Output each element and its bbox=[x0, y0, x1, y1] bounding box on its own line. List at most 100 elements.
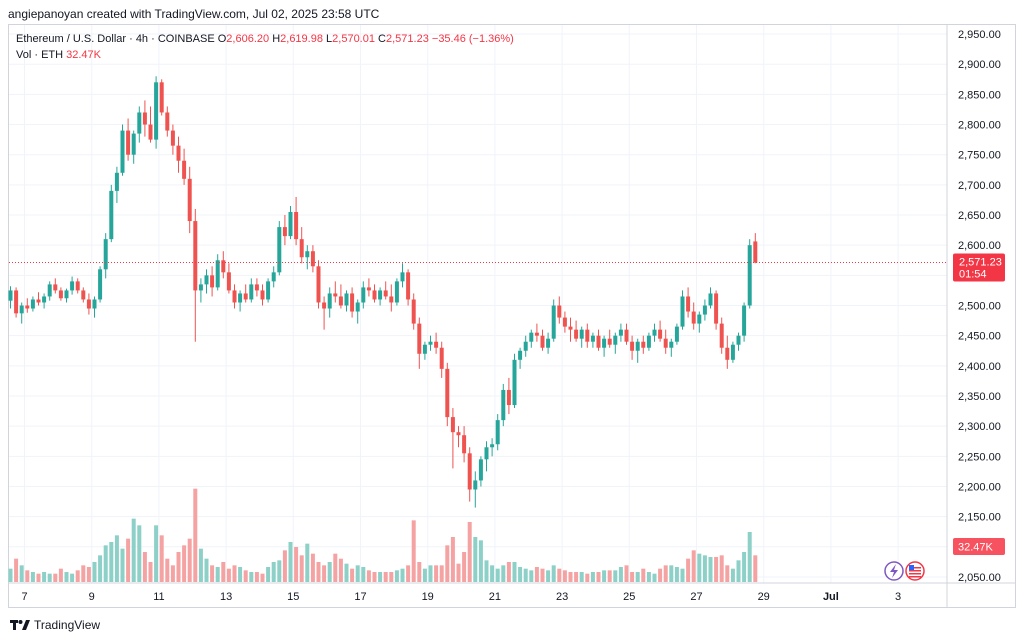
price-tick-label: 2,700.00 bbox=[958, 180, 1001, 192]
candle-body bbox=[109, 190, 114, 240]
candle-body bbox=[658, 329, 663, 339]
candle-body bbox=[221, 260, 226, 273]
volume-bar bbox=[714, 557, 719, 582]
candle-body bbox=[529, 332, 534, 342]
candle-body bbox=[86, 299, 91, 309]
price-tick-label: 2,650.00 bbox=[958, 210, 1001, 222]
volume-bar bbox=[562, 570, 567, 582]
volume-bar bbox=[316, 562, 321, 582]
volume-bar bbox=[176, 552, 181, 582]
volume-bar bbox=[249, 572, 254, 582]
volume-bar bbox=[383, 572, 388, 582]
axis-icons bbox=[884, 561, 925, 581]
volume-bar bbox=[630, 572, 635, 582]
volume-bar bbox=[719, 555, 724, 582]
lightning-icon-glyph bbox=[890, 564, 898, 578]
volume-bar bbox=[663, 565, 668, 582]
candle-body bbox=[411, 299, 416, 324]
time-tick-label: 25 bbox=[623, 591, 635, 603]
volume-bar bbox=[86, 567, 91, 582]
time-tick-label: 3 bbox=[895, 591, 901, 603]
close-key: C bbox=[378, 33, 386, 45]
volume-bar bbox=[310, 553, 315, 582]
volume-bar bbox=[165, 558, 170, 582]
volume-bar bbox=[406, 565, 411, 582]
candlesticks bbox=[8, 76, 758, 508]
volume-bar bbox=[389, 572, 394, 582]
candle-body bbox=[501, 389, 506, 421]
candle-body bbox=[36, 299, 41, 303]
price-tag bbox=[953, 253, 1005, 282]
volume-bar bbox=[344, 563, 349, 582]
volume-bar bbox=[736, 560, 741, 582]
volume-bar bbox=[193, 488, 198, 582]
candle-body bbox=[484, 447, 489, 460]
candle-body bbox=[64, 290, 69, 299]
volume-bar bbox=[428, 565, 433, 582]
volume-bar bbox=[523, 568, 528, 582]
candle-body bbox=[154, 82, 159, 140]
volume-bar bbox=[490, 565, 495, 582]
volume-bar bbox=[607, 570, 612, 582]
candle-body bbox=[238, 293, 243, 303]
candle-body bbox=[574, 329, 579, 339]
volume-bar bbox=[747, 532, 752, 582]
volume-bar bbox=[506, 562, 511, 582]
volume-bar bbox=[366, 570, 371, 582]
candle-body bbox=[148, 124, 153, 140]
volume-bar bbox=[338, 558, 343, 582]
price-tick-label: 2,350.00 bbox=[958, 391, 1001, 403]
candle-body bbox=[137, 112, 142, 134]
volume-bar bbox=[137, 525, 142, 582]
volume-bar bbox=[277, 560, 282, 582]
candle-body bbox=[249, 284, 254, 300]
candle-body bbox=[490, 444, 495, 448]
volume-bar bbox=[434, 565, 439, 582]
volume-bar bbox=[75, 570, 80, 582]
candle-body bbox=[372, 290, 377, 300]
volume-bar bbox=[484, 560, 489, 582]
candle-body bbox=[585, 329, 590, 342]
volume-bar bbox=[445, 545, 450, 582]
candle-body bbox=[322, 302, 327, 309]
change-value: −35.46 (−1.36%) bbox=[431, 33, 514, 45]
candle-body bbox=[450, 417, 455, 433]
candle-body bbox=[389, 296, 394, 303]
price-tick-label: 2,400.00 bbox=[958, 361, 1001, 373]
candle-body bbox=[182, 160, 187, 179]
volume-bar bbox=[467, 522, 472, 582]
volume-bar bbox=[204, 558, 209, 582]
candle-body bbox=[14, 290, 19, 314]
price-axis: 2,950.00 2,900.00 2,850.00 2,800.00 2,750.00… bbox=[946, 25, 1001, 608]
time-tick-label: 23 bbox=[556, 591, 568, 603]
time-tick-label: 7 bbox=[21, 591, 27, 603]
time-tick-label: 9 bbox=[89, 591, 95, 603]
candle-body bbox=[282, 227, 287, 237]
volume-bar bbox=[103, 545, 108, 582]
price-tick-label: 2,200.00 bbox=[958, 481, 1001, 493]
price-tag-value: 2,571.23 bbox=[959, 257, 1002, 269]
candle-body bbox=[736, 335, 741, 345]
candle-body bbox=[170, 130, 175, 146]
candle-body bbox=[81, 290, 86, 300]
candle-body bbox=[25, 305, 30, 309]
candle-body bbox=[254, 284, 259, 291]
candle-body bbox=[271, 272, 276, 282]
volume-bar bbox=[590, 572, 595, 582]
volume-bar bbox=[226, 568, 231, 582]
candle-body bbox=[316, 266, 321, 303]
volume-bar bbox=[159, 535, 164, 582]
candle-body bbox=[697, 314, 702, 324]
volume-bar bbox=[42, 572, 47, 582]
volume-bar bbox=[568, 572, 573, 582]
candle-body bbox=[260, 290, 265, 300]
candle-body bbox=[534, 332, 539, 336]
time-tick-label: 29 bbox=[758, 591, 770, 603]
price-tick-label: 2,900.00 bbox=[958, 59, 1001, 71]
tradingview-footer[interactable]: TradingView bbox=[10, 618, 100, 632]
candle-body bbox=[277, 227, 282, 273]
us-flag-canton bbox=[909, 565, 914, 570]
volume-bar bbox=[126, 538, 131, 582]
volume-bar bbox=[394, 570, 399, 582]
